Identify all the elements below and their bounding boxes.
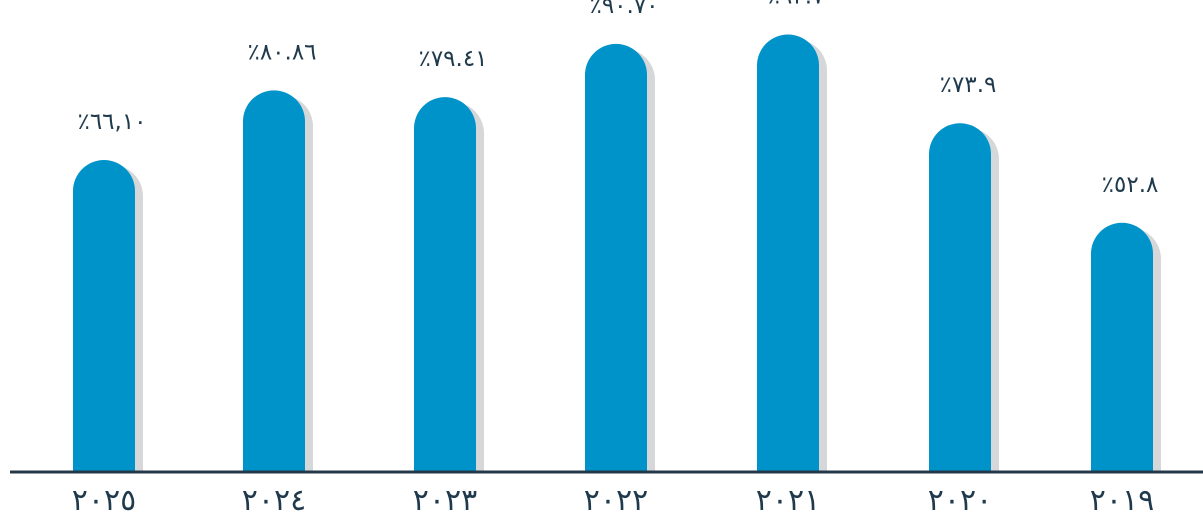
data-label-2: ٪٧٩.٤١: [418, 46, 487, 72]
data-label-6: ٪٥٢.٨: [1102, 172, 1159, 198]
data-label-3: ٪٩٠.٧٠: [589, 0, 658, 19]
bar-4: [757, 34, 819, 473]
x-tick-label-3: ٢٠٢٢: [584, 483, 648, 518]
bars: [73, 34, 1153, 473]
data-label-5: ٪٧٣.٩: [940, 72, 997, 98]
data-label-1: ٪٨٠.٨٦: [247, 39, 316, 65]
data-label-4: ٪٩٢.٧: [768, 0, 825, 9]
bar-2: [414, 97, 476, 472]
x-tick-label-0: ٢٠٢٥: [72, 483, 136, 518]
x-tick-labels: ٢٠٢٥ ٢٠٢٤ ٢٠٢٣ ٢٠٢٢ ٢٠٢١ ٢٠٢٠ ٢٠١٩: [72, 483, 1154, 518]
bar-1: [243, 90, 305, 472]
data-label-0: ٪٦٦,١٠: [77, 109, 146, 135]
bar-6: [1090, 222, 1153, 472]
bar-5: [929, 123, 991, 472]
bar-3: [585, 43, 647, 473]
x-tick-label-4: ٢٠٢١: [756, 483, 820, 518]
data-labels: ٪٦٦,١٠ ٪٨٠.٨٦ ٪٧٩.٤١ ٪٩٠.٧٠ ٪٩٢.٧ ٪٧٣.٩ ٪٥٢.٨: [77, 0, 1158, 198]
bar-0: [73, 160, 135, 472]
x-tick-label-1: ٢٠٢٤: [242, 483, 306, 518]
x-tick-label-6: ٢٠١٩: [1090, 483, 1154, 518]
x-tick-label-2: ٢٠٢٣: [413, 483, 477, 518]
x-tick-label-5: ٢٠٢٠: [928, 483, 992, 518]
